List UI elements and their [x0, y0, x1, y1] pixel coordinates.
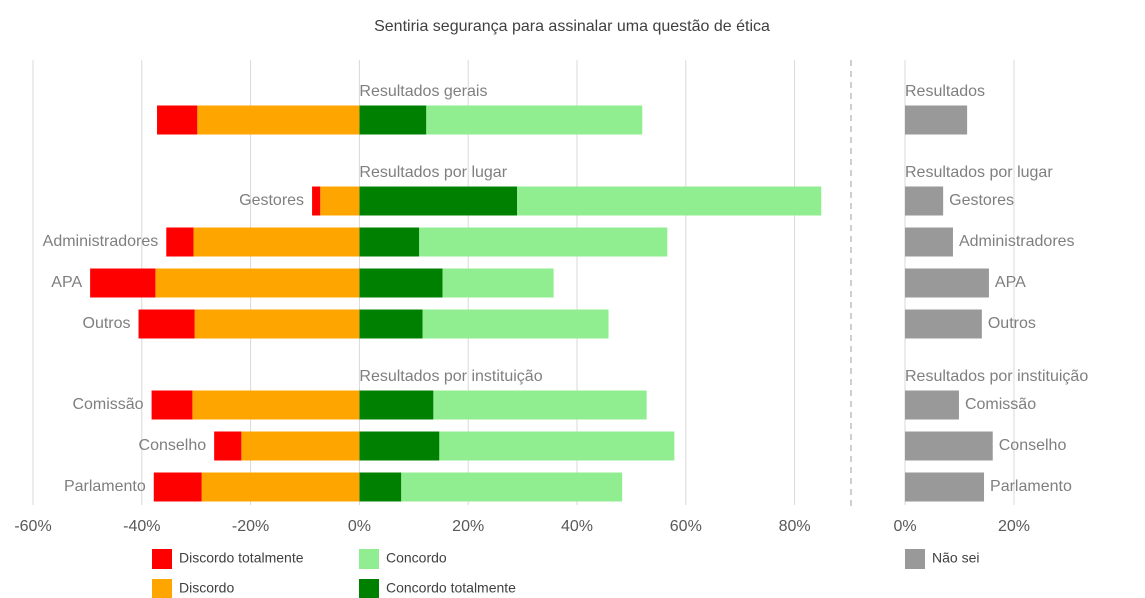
bar [359, 268, 443, 298]
bar [153, 472, 202, 502]
x-tick-label: -20% [232, 518, 269, 535]
legend-swatch [905, 549, 925, 569]
bar [155, 268, 360, 298]
x-tick-label: 40% [561, 518, 593, 535]
bar [241, 431, 360, 461]
bar [359, 390, 434, 420]
bar [419, 227, 668, 257]
bar [201, 472, 360, 502]
bar [905, 309, 982, 339]
category-label: Gestores [239, 192, 304, 209]
category-label: Conselho [139, 437, 207, 454]
category-label: Outros [988, 315, 1036, 332]
category-label: Administradores [43, 233, 159, 250]
legend-label: Discordo [179, 580, 234, 596]
bar [194, 309, 360, 339]
category-label: Gestores [949, 192, 1014, 209]
bar [905, 186, 944, 216]
category-label: Comissão [965, 396, 1036, 413]
bar [359, 105, 427, 135]
bar [401, 472, 623, 502]
category-label: Administradores [959, 233, 1075, 250]
bar [905, 227, 953, 257]
bar [359, 227, 420, 257]
x-tick-label: 20% [452, 518, 484, 535]
bar [905, 390, 959, 420]
bar [151, 390, 193, 420]
bar [359, 431, 440, 461]
x-tick-label: -60% [14, 518, 51, 535]
legend-swatch [359, 579, 379, 598]
legend-swatch [152, 549, 172, 569]
legend-label: Concordo [386, 550, 447, 566]
legend-swatch [152, 579, 172, 598]
bar [157, 105, 198, 135]
bar [439, 431, 675, 461]
chart-title: Sentiria segurança para assinalar uma qu… [374, 18, 770, 35]
x-tick-label: 60% [670, 518, 702, 535]
legend-label: Discordo totalmente [179, 550, 304, 566]
bar [90, 268, 156, 298]
group-title: Resultados por lugar [359, 164, 507, 181]
x-tick-label: 0% [348, 518, 371, 535]
category-label: Outros [83, 315, 131, 332]
bar [905, 105, 968, 135]
bar [359, 472, 402, 502]
bar [359, 186, 518, 216]
x-tick-label: 0% [893, 518, 916, 535]
bar [197, 105, 360, 135]
bar [517, 186, 822, 216]
legend-label: Não sei [932, 550, 979, 566]
bar [192, 390, 360, 420]
x-tick-label: -40% [123, 518, 160, 535]
category-label: Parlamento [64, 478, 146, 495]
legend-swatch [359, 549, 379, 569]
bar [138, 309, 195, 339]
category-label: APA [995, 274, 1026, 291]
category-label: Comissão [72, 396, 143, 413]
bar [214, 431, 242, 461]
bar [433, 390, 647, 420]
bar [905, 268, 989, 298]
bar [320, 186, 360, 216]
bar [442, 268, 554, 298]
group-title: Resultados [905, 83, 985, 100]
x-tick-label: 80% [779, 518, 811, 535]
bar [422, 309, 609, 339]
category-label: Conselho [999, 437, 1067, 454]
x-tick-label: 20% [998, 518, 1030, 535]
group-title: Resultados por instituição [359, 368, 542, 385]
group-title: Resultados gerais [359, 83, 487, 100]
bar [312, 186, 321, 216]
bar [426, 105, 643, 135]
group-title: Resultados por lugar [905, 164, 1053, 181]
bar [905, 431, 993, 461]
category-label: Parlamento [990, 478, 1072, 495]
group-title: Resultados por instituição [905, 368, 1088, 385]
bar [193, 227, 360, 257]
bar [359, 309, 423, 339]
bar [905, 472, 985, 502]
legend-label: Concordo totalmente [386, 580, 516, 596]
category-label: APA [51, 274, 82, 291]
bar [166, 227, 194, 257]
